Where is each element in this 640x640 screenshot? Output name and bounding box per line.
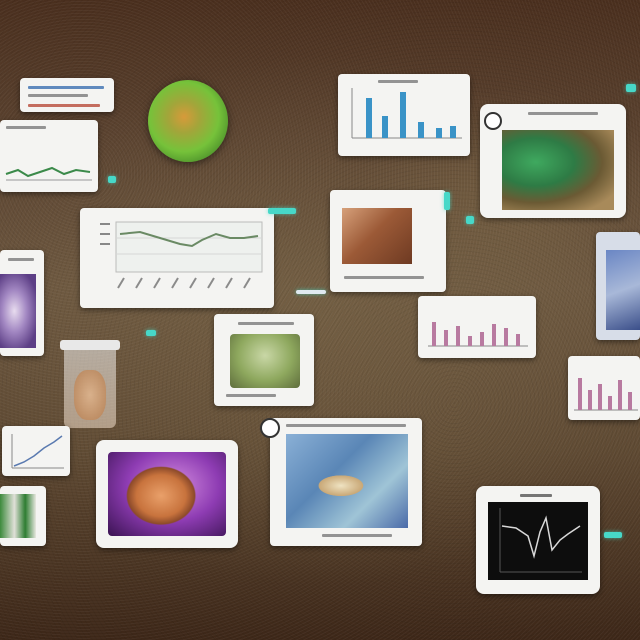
bottom-left-plant-card [0,486,46,546]
accent-chip [466,216,474,224]
bird-photo [286,434,408,528]
caption-scribble [322,534,392,537]
swirl-photo [0,274,36,348]
mini-chart [11,434,64,469]
accent-chip [296,290,326,294]
caption-scribble [226,394,276,397]
card-badge-icon [484,112,502,130]
pink-bar-chart-card [418,296,536,358]
top-left-caption-card [20,78,114,112]
chart-header-scribble [238,322,294,325]
green-fruit-photo [148,80,228,162]
accent-tab [604,532,622,538]
bar-chart [428,322,528,347]
top-left-line-chart-card [0,120,98,192]
caption-underline [28,104,100,107]
accent-chip [146,330,156,336]
caption-scribble [344,276,424,279]
line-chart [100,221,263,289]
dark-waveform-card [476,486,600,594]
jar-lid [60,340,120,350]
bar-chart [351,88,462,139]
green-bowl-photo-card [214,314,314,406]
line-chart-card-large [80,208,274,308]
waveform-chart [488,502,588,580]
mini-chart [5,166,92,181]
blue-photo [606,250,640,330]
specimen-photo [342,208,412,264]
green-leaf-photo-card [480,104,626,218]
accent-chip [108,176,116,183]
bar-chart-card-top [338,74,470,156]
purple-swirl-photo-card [0,250,44,356]
right-edge-bar-chart-card [568,356,640,420]
pink-egg-photo-card [96,440,238,548]
chart-header-scribble [6,126,46,129]
jar-contents [74,370,106,420]
chart-header-scribble [8,258,34,261]
small-line-chart-card [2,426,70,476]
glass-specimen-jar [58,340,122,430]
egg-photo [108,452,226,536]
blue-bird-photo-card [260,418,422,546]
card-badge-icon [260,418,280,438]
plant-photo [0,494,36,538]
chart-header-scribble [378,80,418,83]
caption-scribble [28,94,88,97]
accent-chip [268,208,296,214]
chart-header-scribble [286,424,406,427]
chart-header-scribble [528,112,598,115]
bar-chart [574,378,638,411]
brown-specimen-photo-card [330,190,446,292]
bowl-photo [230,334,300,388]
right-edge-blue-photo-card [596,232,640,340]
accent-chip [626,84,636,92]
leaf-photo [502,130,614,210]
accent-tab [444,192,450,210]
chart-header-scribble [520,494,552,497]
caption-scribble [28,86,104,89]
